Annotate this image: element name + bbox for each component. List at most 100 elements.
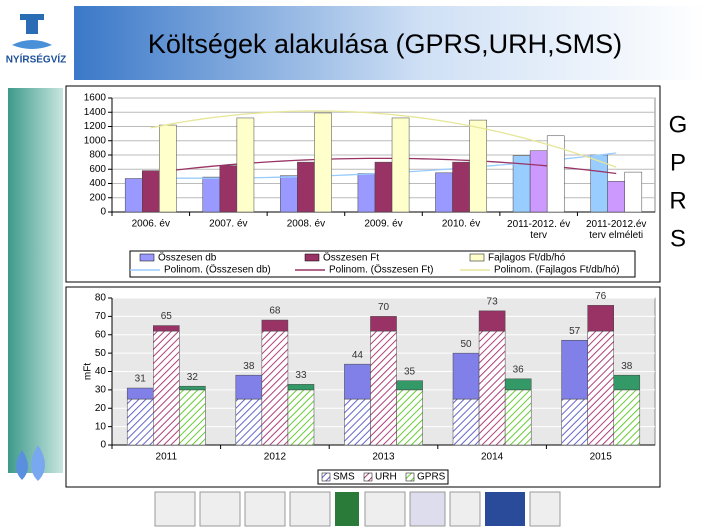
- legend-label: SMS: [333, 472, 355, 483]
- data-label: 76: [595, 291, 607, 302]
- bar-base: [587, 330, 614, 446]
- legend-swatch: [304, 253, 320, 262]
- side-letter: R: [669, 187, 686, 214]
- bar: [370, 316, 397, 332]
- legend-box: [129, 250, 636, 278]
- bar-base: [504, 389, 532, 446]
- legend-swatch: [469, 253, 485, 262]
- data-label: 44: [352, 350, 364, 361]
- x-tick-label: 2007. év: [209, 219, 247, 230]
- legend-label: GPRS: [417, 472, 446, 483]
- y-tick-label: 10: [95, 421, 107, 432]
- x-tick-label: 2009. év: [364, 219, 402, 230]
- bar: [478, 310, 506, 332]
- bar: [435, 172, 453, 213]
- y-tick-label: 400: [89, 178, 106, 189]
- bar: [297, 161, 315, 213]
- bar-base: [287, 389, 315, 446]
- bar: [314, 112, 332, 213]
- data-label: 33: [295, 370, 307, 381]
- bar-base: [126, 398, 154, 446]
- y-tick-label: 50: [95, 348, 107, 359]
- bar: [587, 305, 614, 332]
- y-tick-label: 1000: [84, 135, 107, 146]
- bar-base: [235, 398, 263, 446]
- legend-label: Polinom. (Fajlagos Ft/db/hó): [494, 265, 620, 276]
- y-tick-label: 60: [95, 329, 107, 340]
- y-tick-label: 800: [89, 150, 106, 161]
- legend-label: Fajlagos Ft/db/hó: [488, 253, 566, 264]
- bar: [287, 384, 315, 391]
- bar: [396, 380, 423, 391]
- trend-line: [150, 110, 617, 168]
- data-label: 50: [460, 339, 472, 350]
- bar-base: [344, 398, 371, 446]
- data-label: 65: [161, 311, 173, 322]
- bar: [126, 387, 154, 400]
- side-letter: G: [669, 111, 688, 138]
- legend-swatch: [321, 472, 331, 482]
- bar-base: [478, 330, 506, 446]
- bar: [261, 319, 289, 332]
- legend-swatch: [405, 472, 415, 482]
- bar: [179, 385, 206, 391]
- y-tick-label: 80: [95, 293, 107, 304]
- bar-base: [370, 330, 397, 446]
- data-label: 35: [404, 366, 416, 377]
- y-tick-label: 40: [95, 366, 107, 377]
- y-tick-label: 600: [89, 164, 106, 175]
- y-axis-label: mFt: [83, 363, 94, 380]
- data-label: 57: [569, 326, 581, 337]
- side-strip: [8, 88, 63, 473]
- legend-swatch: [139, 253, 155, 262]
- bar: [529, 150, 548, 213]
- legend-label: Összesen db: [158, 252, 217, 264]
- bar: [624, 171, 643, 213]
- bar: [504, 378, 532, 391]
- legend-swatch: [363, 472, 373, 482]
- data-label: 73: [487, 297, 499, 308]
- trend-line: [150, 157, 617, 175]
- x-tick-label: 2006. év: [132, 219, 170, 230]
- bar: [344, 363, 371, 400]
- x-tick-label: 2012: [264, 452, 287, 463]
- logo-text: NYÍRSÉGVÍZ: [6, 53, 67, 66]
- cert-logos: [154, 491, 561, 527]
- y-tick-label: 0: [100, 207, 106, 218]
- x-tick-label: 2011-2012.év terv elméleti: [586, 219, 646, 241]
- legend-label: Polinom. (Összesen db): [164, 264, 271, 276]
- bar: [374, 161, 393, 213]
- logo-icon: [12, 14, 52, 49]
- bar: [153, 325, 180, 332]
- data-label: 31: [135, 374, 147, 385]
- slide-title: Költségek alakulása (GPRS,URH,SMS): [148, 29, 622, 59]
- drops: [16, 445, 45, 481]
- x-tick-label: 2014: [481, 452, 504, 463]
- bar-base: [179, 389, 206, 446]
- legend-label: Polinom. (Összesen Ft): [329, 264, 433, 276]
- bar: [452, 352, 480, 400]
- y-tick-label: 1200: [84, 121, 107, 132]
- bar-base: [452, 398, 480, 446]
- bar: [357, 173, 376, 213]
- bar: [546, 135, 565, 213]
- bar: [236, 117, 255, 213]
- x-tick-label: 2011-2012. év terv: [507, 219, 570, 241]
- legend-label: Összesen Ft: [323, 252, 379, 264]
- bar-base: [396, 389, 423, 446]
- x-tick-label: 2011: [156, 452, 178, 463]
- data-label: 70: [378, 302, 390, 313]
- bar-base: [153, 330, 180, 446]
- bar: [142, 170, 160, 213]
- y-tick-label: 20: [95, 403, 107, 414]
- data-label: 38: [621, 361, 633, 372]
- side-letter: P: [670, 149, 686, 176]
- bar: [202, 176, 221, 213]
- y-tick-label: 70: [95, 311, 107, 322]
- data-label: 36: [513, 364, 525, 375]
- bar: [235, 374, 263, 400]
- bar: [607, 181, 625, 213]
- y-tick-label: 1400: [84, 107, 107, 118]
- x-tick-label: 2010. év: [442, 219, 480, 230]
